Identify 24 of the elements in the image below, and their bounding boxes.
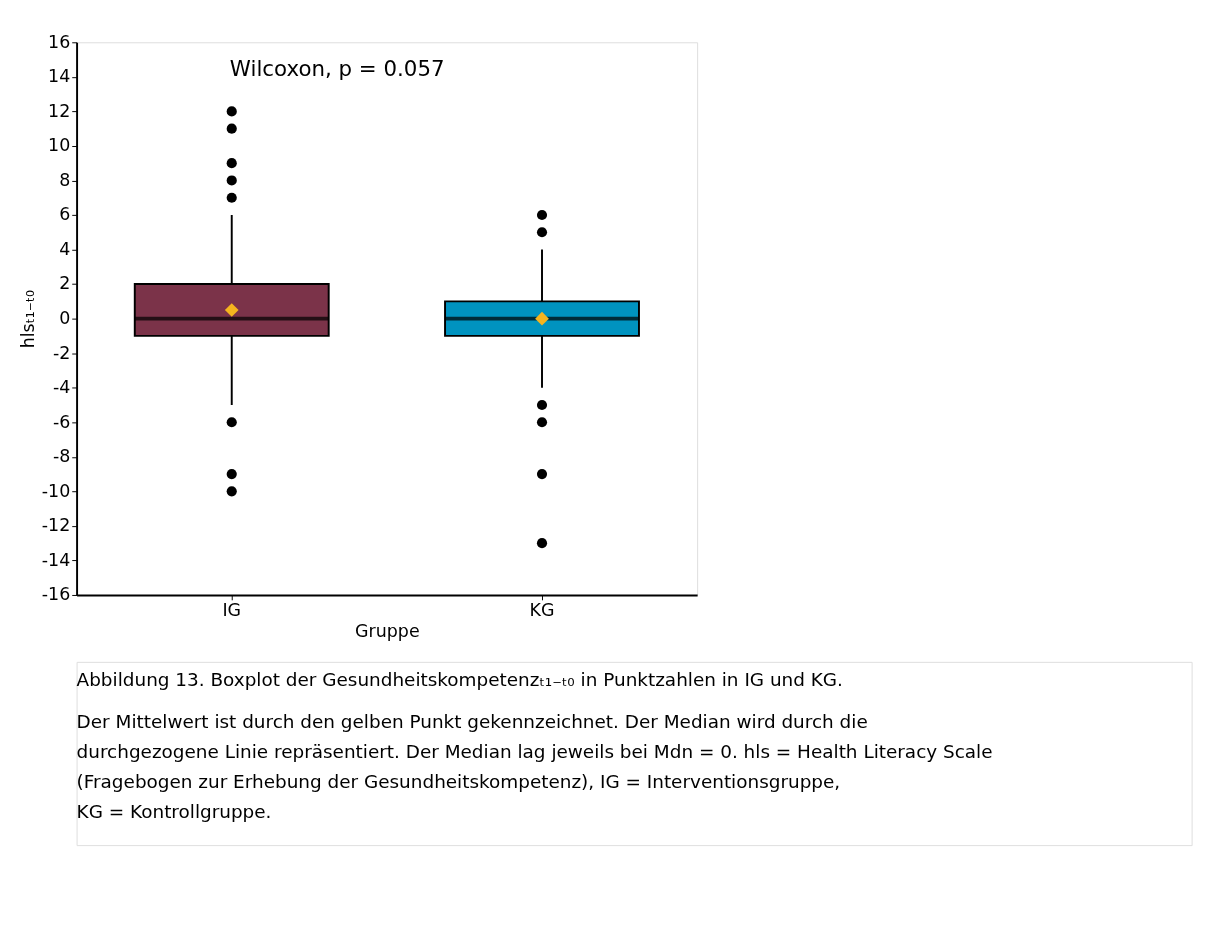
y-tick-label: 6 — [59, 204, 71, 225]
y-tick-label: 12 — [48, 100, 71, 121]
y-tick-label: -16 — [41, 584, 71, 605]
x-axis-title: Gruppe — [355, 621, 420, 642]
text: Abbildung 13. Boxplot der Gesundheitskompetenzₜ₁₋ₜ₀ in Punktzahlen in IG und KG. — [76, 669, 843, 691]
annotation: Wilcoxon, p = 0.057 — [229, 56, 445, 82]
y-tick-label: -4 — [52, 377, 71, 398]
y-tick-label: 0 — [59, 307, 71, 328]
text: Der Mittelwert ist durch den gelben Punkt gekennzeichnet. Der Median wird durch die durchgezogene Linie repräsentiert. Der Median lag jeweils bei Mdn = 0. hls = Health Literacy Scale (Fragebogen zur Erhebung der Gesundheitskompetenz), IG = Interventionsgruppe, KG = Kontrollgruppe. — [76, 710, 993, 822]
y-tick-label: 10 — [48, 135, 71, 156]
y-tick-label: 8 — [59, 169, 71, 190]
y-tick-label: -14 — [41, 549, 71, 570]
y-tick-label: 16 — [48, 31, 71, 52]
y-tick-label: -12 — [41, 515, 71, 536]
y-tick-label: -6 — [52, 411, 71, 432]
y-axis-title: hlsₜ₁₋ₜ₀ — [18, 289, 39, 349]
y-tick-label: -10 — [41, 480, 71, 501]
y-tick-label: 14 — [48, 66, 71, 87]
y-tick-label: 4 — [59, 238, 71, 259]
y-tick-label: -2 — [52, 342, 71, 363]
x-tick-label: IG — [222, 599, 242, 620]
x-tick-label: KG — [529, 599, 555, 620]
y-tick-label: 2 — [59, 273, 71, 294]
y-tick-label: -8 — [52, 446, 71, 467]
